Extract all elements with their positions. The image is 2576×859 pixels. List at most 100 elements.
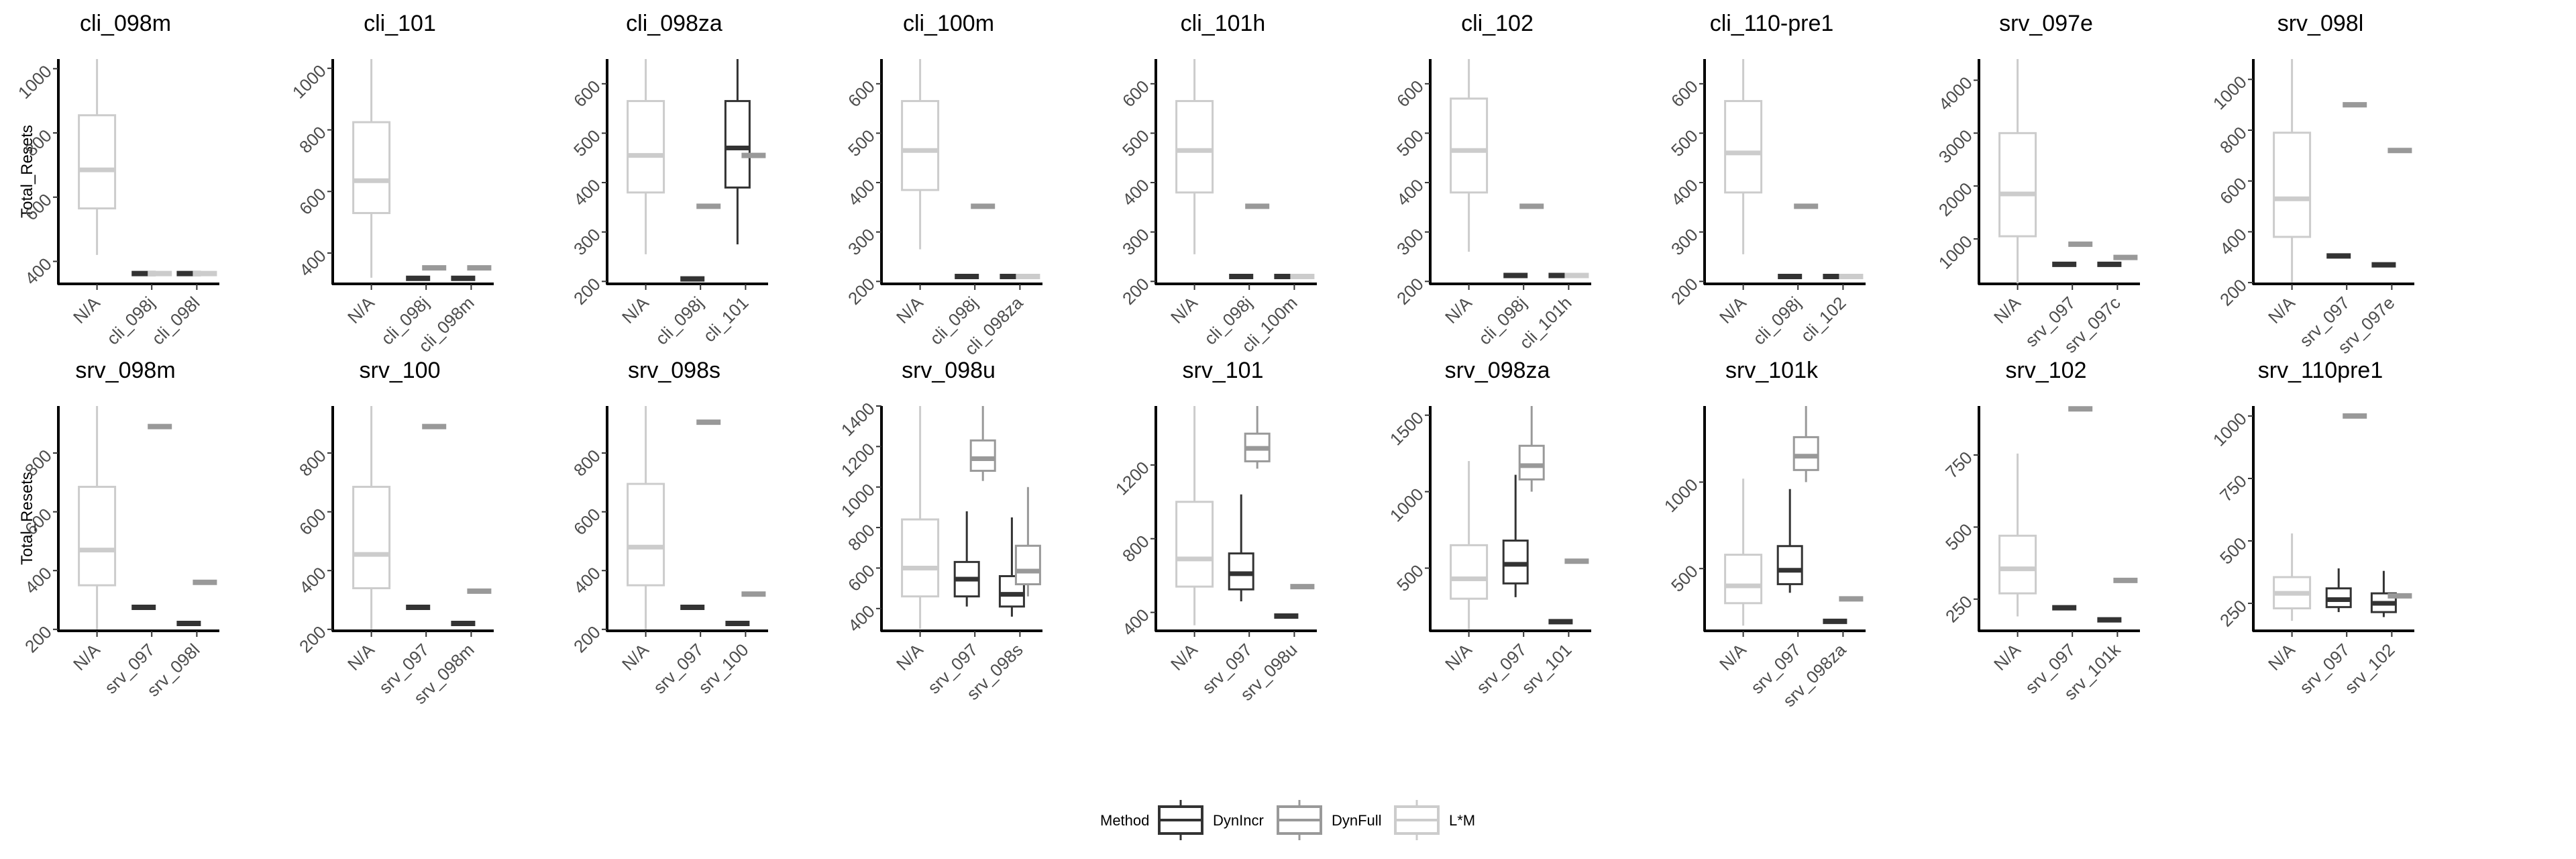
panel: cli_110-pre1 200 300 400 500 600 N/Acli_098jcl…: [1667, 11, 1866, 349]
panel-title: srv_101: [1183, 358, 1264, 383]
panel-title: srv_098za: [1445, 358, 1550, 383]
x-tick-label: N/A: [892, 293, 927, 327]
x-tick-label: N/A: [343, 293, 378, 327]
panel-title: cli_110-pre1: [1710, 11, 1834, 36]
y-tick-label: 500: [2216, 534, 2251, 568]
y-tick-label: 600: [570, 76, 604, 111]
panel-title: srv_098l: [2277, 11, 2364, 36]
x-tick-label: srv_097: [649, 640, 708, 698]
y-tick-label: 400: [1393, 175, 1428, 210]
x-tick-label: N/A: [1990, 640, 2025, 674]
box: [352, 485, 391, 590]
y-tick-label: 300: [1667, 224, 1702, 259]
x-tick-label: N/A: [343, 640, 378, 674]
box: [627, 483, 665, 587]
panel: cli_101h200300400500600N/Acli_098jcli_10…: [1118, 11, 1317, 356]
y-tick-label: 300: [844, 224, 879, 259]
x-tick-label: cli_101: [699, 293, 752, 346]
y-tick-label: 400: [844, 175, 879, 210]
box: [1724, 554, 1763, 605]
y-axis-label: Total_Resets: [18, 472, 36, 565]
legend-title: Method: [1100, 812, 1149, 829]
x-tick-label: srv_097: [2296, 640, 2354, 698]
panel-title: srv_100: [360, 358, 441, 383]
x-tick-label: N/A: [69, 293, 104, 327]
box: [2273, 132, 2312, 238]
y-tick-label: 300: [1118, 224, 1153, 259]
y-tick-label: 1200: [837, 439, 879, 481]
box: [1014, 544, 1041, 586]
y-tick-label: 400: [21, 563, 56, 598]
y-tick-label: 1000: [2209, 72, 2251, 113]
y-tick-label: 1500: [1386, 407, 1428, 449]
panel-title: srv_097e: [1999, 11, 2093, 36]
panel-title: cli_101: [364, 11, 436, 36]
y-tick-label: 400: [570, 563, 604, 598]
y-tick-label: 300: [1393, 224, 1428, 259]
y-tick-label: 600: [1667, 76, 1702, 111]
y-tick-label: 250: [2216, 596, 2251, 631]
y-tick-label: 400: [295, 563, 330, 598]
panel: cli_098za 200 300 400 500 600 N/Acli_098jcli_1…: [570, 11, 768, 349]
panel: srv_097e1000200030004000N/Asrv_097srv_09…: [1935, 11, 2140, 357]
y-tick-label: 500: [1393, 125, 1428, 160]
box: [627, 100, 665, 194]
y-tick-label: 400: [295, 246, 330, 281]
y-tick-label: 200: [21, 621, 56, 656]
y-tick-label: 300: [570, 224, 604, 259]
y-tick-label: 800: [2216, 123, 2251, 158]
y-tick-label: 600: [844, 76, 879, 111]
panel-title: cli_102: [1461, 11, 1534, 36]
y-tick-label: 1000: [1386, 484, 1428, 525]
y-tick-label: 1000: [837, 479, 879, 521]
y-tick-label: 1000: [1660, 474, 1702, 516]
box: [1518, 444, 1545, 481]
box: [1998, 132, 2037, 238]
x-tick-label: N/A: [1441, 640, 1476, 674]
y-tick-label: 200: [570, 621, 604, 656]
panel-title: srv_110pre1: [2258, 358, 2383, 383]
y-tick-label: 200: [2216, 275, 2251, 310]
y-tick-label: 750: [2216, 471, 2251, 506]
box: [78, 485, 117, 587]
y-tick-label: 200: [1118, 274, 1153, 309]
panels-layer: cli_098mTotal_Resets4006008001000N/Acli_…: [14, 11, 2414, 711]
panel-title: srv_098m: [75, 358, 175, 383]
x-tick-label: N/A: [2264, 640, 2299, 674]
box: [998, 575, 1025, 608]
panel: srv_098l2004006008001000N/Asrv_097srv_09…: [2209, 11, 2414, 358]
y-tick-label: 500: [1118, 125, 1153, 160]
panel-title: cli_101h: [1181, 11, 1266, 36]
x-tick-label: cli_098l: [148, 293, 204, 349]
y-tick-label: 500: [1667, 561, 1702, 596]
y-tick-label: 200: [570, 274, 604, 309]
x-tick-label: N/A: [1990, 293, 2025, 327]
x-tick-label: cli_098j: [1749, 293, 1805, 349]
y-tick-label: 750: [1941, 448, 1976, 483]
box: [1175, 100, 1214, 194]
box: [1998, 534, 2037, 595]
x-tick-label: N/A: [618, 640, 653, 674]
x-tick-label: cli_102: [1796, 293, 1849, 346]
y-tick-label: 400: [1118, 605, 1153, 640]
box: [1776, 545, 1803, 585]
box: [724, 100, 751, 189]
y-tick-label: 1000: [2209, 409, 2251, 450]
box: [969, 439, 996, 472]
y-tick-label: 600: [2216, 173, 2251, 208]
y-tick-label: 500: [1941, 519, 1976, 554]
x-tick-label: N/A: [618, 293, 653, 327]
x-tick-label: N/A: [1441, 293, 1476, 327]
x-tick-label: N/A: [1167, 640, 1201, 674]
y-tick-label: 600: [1118, 76, 1153, 111]
y-tick-label: 600: [295, 184, 330, 219]
y-tick-label: 400: [1667, 175, 1702, 210]
y-tick-label: 200: [1393, 274, 1428, 309]
panel-title: cli_098m: [80, 11, 171, 36]
y-tick-label: 400: [1118, 175, 1153, 210]
x-tick-label: N/A: [892, 640, 927, 674]
y-tick-label: 250: [1941, 591, 1976, 626]
